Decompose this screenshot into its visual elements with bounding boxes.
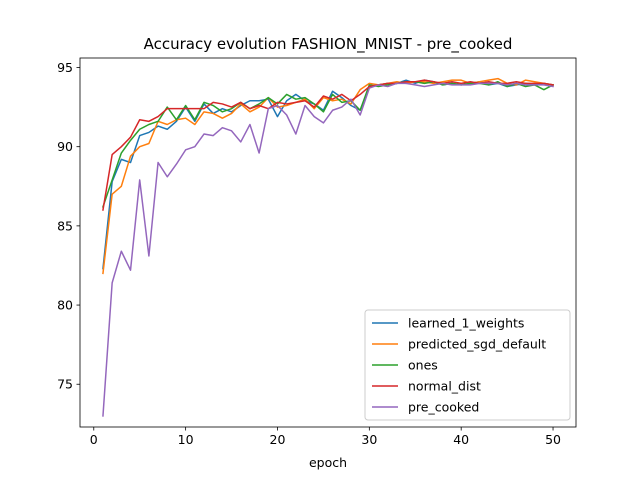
x-tick-label-50: 50 — [545, 432, 561, 447]
x-axis-label: epoch — [309, 455, 347, 470]
series-line-pre_cooked — [102, 82, 554, 417]
legend-label-normal_dist: normal_dist — [408, 379, 481, 394]
x-tick-label-20: 20 — [270, 432, 286, 447]
x-tick-label-0: 0 — [90, 432, 98, 447]
legend-label-ones: ones — [408, 358, 438, 373]
x-tick-label-40: 40 — [453, 432, 469, 447]
legend: learned_1_weights predicted_sgd_defaulton… — [364, 309, 571, 421]
legend-label-pre_cooked: pre_cooked — [408, 400, 479, 415]
series-line-predicted_sgd_default — [102, 77, 554, 275]
y-tick-label-95: 95 — [57, 60, 73, 75]
x-tick-label-10: 10 — [178, 432, 194, 447]
plot-area: 0 10 20 30 40 50 75 80 85 90 95 — [57, 57, 577, 447]
legend-box — [364, 309, 571, 421]
y-tick-label-85: 85 — [57, 218, 73, 233]
y-tick-label-90: 90 — [57, 139, 73, 154]
y-tick-label-75: 75 — [57, 377, 73, 392]
axes-frame — [79, 57, 577, 428]
x-tick-label-30: 30 — [361, 432, 377, 447]
chart-title: Accuracy evolution FASHION_MNIST - pre_c… — [144, 35, 513, 54]
y-tick-label-80: 80 — [57, 298, 73, 313]
legend-label-learned_1_weights: learned_1_weights — [408, 316, 524, 331]
legend-label-predicted_sgd_default: predicted_sgd_default — [408, 337, 546, 352]
